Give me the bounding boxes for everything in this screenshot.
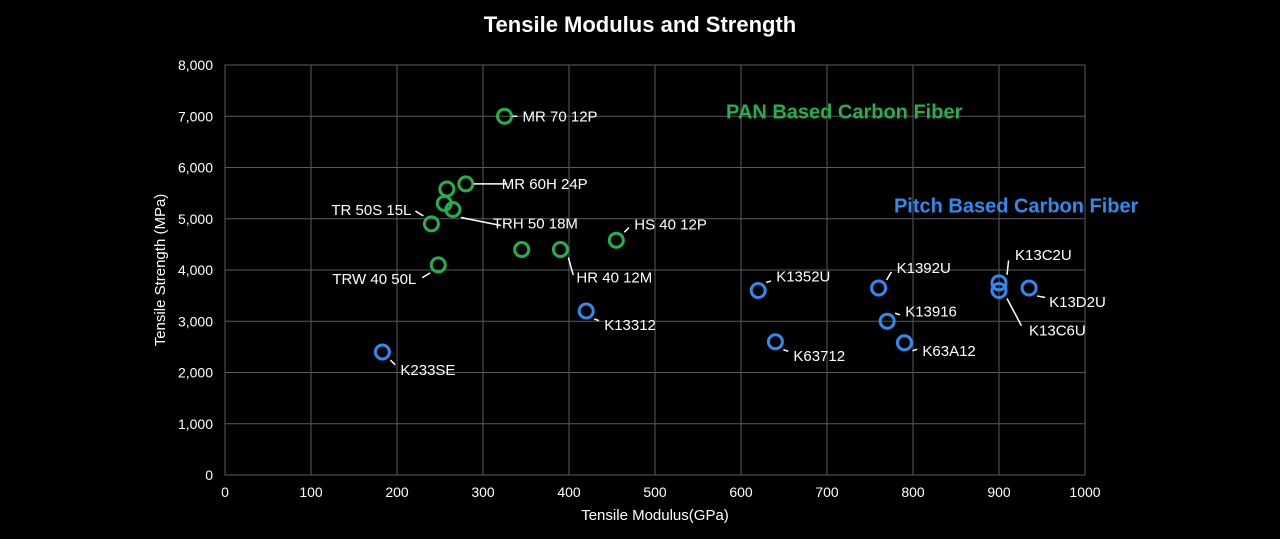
point-label: MR 70 12P: [523, 108, 598, 125]
point-label: K13C2U: [1015, 247, 1072, 264]
chart-container: 0 100 200 300 400 500 600 700 800 900 1000 0 1,000 2,…: [0, 0, 1280, 539]
y-tick-label: 5,000: [178, 211, 213, 227]
point-label: HS 40 12P: [634, 216, 707, 233]
scatter-chart: 0 100 200 300 400 500 600 700 800 900 1000 0 1,000 2,…: [0, 0, 1280, 539]
series-label: PAN Based Carbon Fiber: [726, 101, 963, 123]
x-tick-label: 300: [471, 484, 495, 500]
x-tick-label: 0: [221, 484, 229, 500]
y-tick-label: 7,000: [178, 108, 213, 124]
x-tick-label: 200: [385, 484, 409, 500]
point-label: TRH 50 18M: [493, 216, 578, 233]
point-label: K13C6U: [1029, 323, 1086, 340]
point-label: K63A12: [922, 343, 975, 360]
x-tick-label: 600: [729, 484, 753, 500]
x-tick-label: 500: [643, 484, 667, 500]
point-label: HR 40 12M: [576, 270, 652, 287]
x-tick-label: 400: [557, 484, 581, 500]
y-axis-label: Tensile Strength (MPa): [152, 194, 169, 347]
point-label: K13D2U: [1049, 294, 1106, 311]
point-label: K1352U: [776, 269, 830, 286]
point-label: MR 60H 24P: [502, 176, 588, 193]
y-tick-label: 2,000: [178, 365, 213, 381]
x-tick-label: 1000: [1069, 484, 1100, 500]
y-tick-label: 3,000: [178, 313, 213, 329]
point-label: K63712: [793, 348, 845, 365]
y-tick-label: 8,000: [178, 57, 213, 73]
chart-title: Tensile Modulus and Strength: [484, 12, 797, 37]
x-tick-label: 700: [815, 484, 839, 500]
y-tick-label: 0: [205, 467, 213, 483]
point-label: K13916: [905, 303, 957, 320]
point-label: K13312: [604, 317, 656, 334]
x-tick-label: 900: [987, 484, 1011, 500]
series-label: Pitch Based Carbon Fiber: [894, 196, 1139, 218]
point-label: K233SE: [400, 362, 455, 379]
point-label: TRW 40 50L: [332, 271, 416, 288]
x-tick-label: 100: [299, 484, 323, 500]
point-label: K1392U: [897, 260, 951, 277]
y-tick-label: 4,000: [178, 262, 213, 278]
x-tick-label: 800: [901, 484, 925, 500]
x-axis-label: Tensile Modulus(GPa): [581, 507, 729, 524]
y-tick-label: 6,000: [178, 160, 213, 176]
point-label: TR 50S 15L: [331, 202, 411, 219]
y-tick-label: 1,000: [178, 416, 213, 432]
